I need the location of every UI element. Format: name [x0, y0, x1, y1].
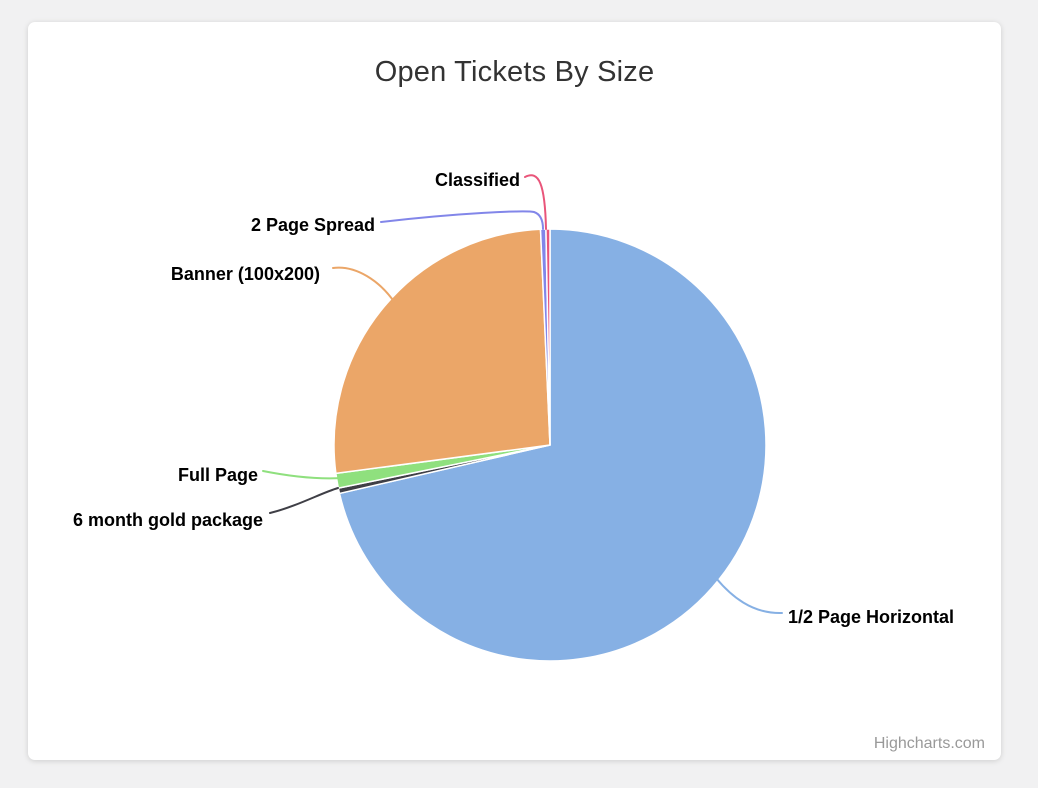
- label-connector-1-2-page-horizontal: [715, 577, 783, 615]
- data-label-2-page-spread: 2 Page Spread: [251, 215, 375, 235]
- data-label-6-month-gold-package: 6 month gold package: [73, 510, 263, 530]
- data-label-1-2-page-horizontal: 1/2 Page Horizontal: [788, 607, 954, 627]
- pie-slice-banner-100x200[interactable]: [333, 228, 551, 475]
- pie-chart-svg: 1/2 Page Horizontal 6 month gold package F…: [73, 170, 954, 662]
- pie-slice-1-2-page-horizontal[interactable]: [338, 228, 767, 662]
- data-label-full-page: Full Page: [178, 465, 258, 485]
- chart-container: Open Tickets By Size 1/2 Page Horizontal…: [28, 22, 1001, 760]
- data-label-banner-100x200: Banner (100x200): [171, 264, 320, 284]
- label-connector-full-page: [262, 470, 343, 480]
- highcharts-credit-link[interactable]: Highcharts.com: [873, 735, 985, 752]
- data-label-classified: Classified: [435, 170, 520, 190]
- chart-title: Open Tickets By Size: [374, 56, 655, 88]
- label-connector-banner-100x200: [332, 266, 396, 304]
- label-connector-classified: [524, 174, 547, 230]
- label-connector-2-page-spread: [380, 210, 544, 230]
- label-connector-6-month-gold-package: [269, 487, 339, 514]
